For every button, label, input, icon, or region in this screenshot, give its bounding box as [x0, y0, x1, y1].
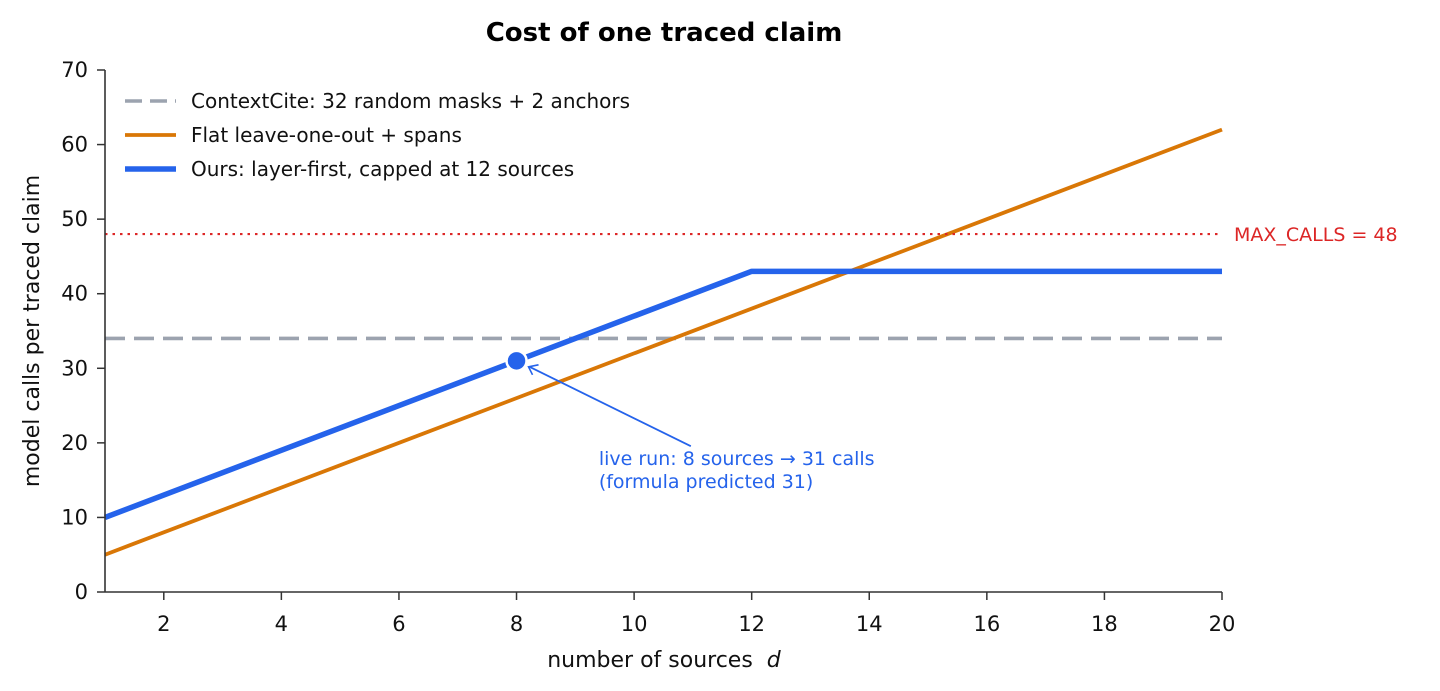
annotation-text: live run: 8 sources → 31 calls [599, 448, 875, 470]
x-tick-label: 16 [973, 612, 1000, 636]
y-tick-label: 60 [61, 133, 88, 157]
series-layer [104, 127, 1223, 557]
legend-label-2: Flat leave-one-out + spans [191, 123, 462, 147]
x-axis-label: number of sources d [547, 648, 782, 673]
y-tick-label: 70 [61, 58, 88, 82]
x-tick-label: 18 [1091, 612, 1118, 636]
plot-area: MAX_CALLS = 48 live run: 8 sources → 31 … [104, 127, 1398, 557]
chart-title: Cost of one traced claim [486, 18, 843, 48]
reference-layer: MAX_CALLS = 48 [105, 224, 1398, 246]
annotation-text: (formula predicted 31) [599, 471, 813, 493]
y-tick-label: 10 [61, 505, 88, 529]
x-tick-label: 20 [1209, 612, 1236, 636]
x-tick-label: 4 [275, 612, 288, 636]
legend-label-3: Ours: layer-first, capped at 12 sources [191, 157, 574, 181]
legend: ContextCite: 32 random masks + 2 anchors… [125, 89, 630, 181]
y-ticks: 0 10 20 30 40 50 60 70 [61, 58, 105, 604]
x-tick-label: 6 [392, 612, 405, 636]
x-tick-label: 10 [621, 612, 648, 636]
y-tick-label: 40 [61, 282, 88, 306]
x-tick-label: 8 [510, 612, 523, 636]
annotation-layer: live run: 8 sources → 31 calls(formula p… [505, 349, 875, 493]
y-tick-label: 20 [61, 431, 88, 455]
highlighted-point [505, 349, 528, 373]
x-tick-label: 14 [856, 612, 883, 636]
x-ticks: 2 4 6 8 10 12 14 16 18 20 [157, 592, 1235, 636]
y-axis-label: model calls per traced claim [20, 175, 45, 487]
annotation-arrow [529, 366, 692, 448]
series-line-3 [104, 268, 1222, 520]
x-tick-label: 2 [157, 612, 170, 636]
y-tick-label: 30 [61, 356, 88, 380]
x-tick-label: 12 [738, 612, 765, 636]
y-tick-label: 50 [61, 207, 88, 231]
series-line-2 [104, 127, 1223, 557]
y-tick-label: 0 [75, 580, 88, 604]
reference-line-label: MAX_CALLS = 48 [1234, 224, 1398, 246]
legend-label-1: ContextCite: 32 random masks + 2 anchors [191, 89, 630, 113]
annotation-arrowhead [527, 364, 539, 376]
